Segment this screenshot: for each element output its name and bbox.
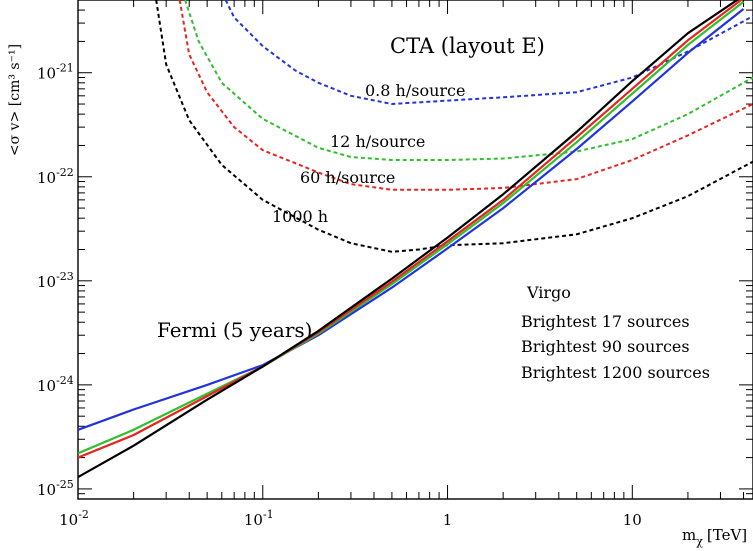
x-tick-label-base: 10 — [59, 511, 78, 529]
annotation-60h: 60 h/source — [300, 168, 395, 187]
series-line — [155, 0, 753, 253]
y-tick-label-base: 10 — [37, 169, 56, 187]
y-tick-label: 10-21 — [37, 62, 74, 83]
x-axis-label: mχ [TeV] — [682, 526, 747, 548]
annotation-12h: 12 h/source — [330, 132, 425, 151]
x-tick-label: 1 — [443, 511, 453, 529]
series-line — [78, 0, 743, 459]
legend-17: Brightest 17 sources — [521, 312, 690, 331]
annotation-0-8h: 0.8 h/source — [365, 81, 465, 100]
y-tick-label-base: 10 — [37, 377, 56, 395]
series-line — [224, 0, 753, 105]
x-tick-label-base: 10 — [244, 511, 263, 529]
series-layer — [78, 0, 753, 479]
y-tick-label-base: 10 — [37, 481, 56, 499]
series-line — [184, 0, 753, 161]
y-tick-label: 10-25 — [37, 478, 74, 499]
y-tick-label-base: 10 — [37, 273, 56, 291]
minor-ticks — [77, 0, 753, 500]
y-axis-label: <σ v> [cm³ s⁻¹] — [7, 44, 23, 156]
y-tick-label-exp: -24 — [56, 374, 74, 387]
y-tick-label: 10-22 — [37, 166, 74, 187]
x-tick-label-base: 10 — [623, 511, 642, 529]
series-line — [78, 0, 745, 455]
x-tick-label: 10 — [623, 511, 642, 529]
y-tick-label-exp: -21 — [56, 62, 74, 75]
y-tick-label-base: 10 — [37, 65, 56, 83]
x-tick-label-base: 1 — [443, 511, 453, 529]
x-axis-label-main: m — [682, 526, 696, 544]
legend-1200: Brightest 1200 sources — [521, 363, 710, 382]
x-tick-label-exp: -1 — [263, 508, 274, 521]
annotation-cta: CTA (layout E) — [390, 34, 545, 58]
y-tick-label: 10-24 — [37, 374, 74, 395]
plot-frame — [77, 0, 753, 500]
x-tick-label: 10-1 — [244, 508, 274, 529]
x-tick-label-exp: -2 — [78, 508, 89, 521]
x-axis-label-unit: [TeV] — [707, 526, 747, 544]
y-tick-label-exp: -25 — [56, 478, 74, 491]
series-line — [78, 0, 740, 479]
x-axis-label-sub: χ — [696, 535, 703, 548]
legend-virgo: Virgo — [526, 283, 571, 302]
legend-90: Brightest 90 sources — [521, 337, 690, 356]
series-line — [78, 8, 745, 431]
x-tick-label: 10-2 — [59, 508, 89, 529]
series-line — [178, 0, 753, 191]
y-tick-label: 10-23 — [37, 270, 74, 291]
annotation-1000h: 1000 h — [272, 207, 328, 226]
y-tick-label-exp: -22 — [56, 166, 74, 179]
annotation-fermi: Fermi (5 years) — [157, 318, 312, 342]
y-tick-label-exp: -23 — [56, 270, 74, 283]
